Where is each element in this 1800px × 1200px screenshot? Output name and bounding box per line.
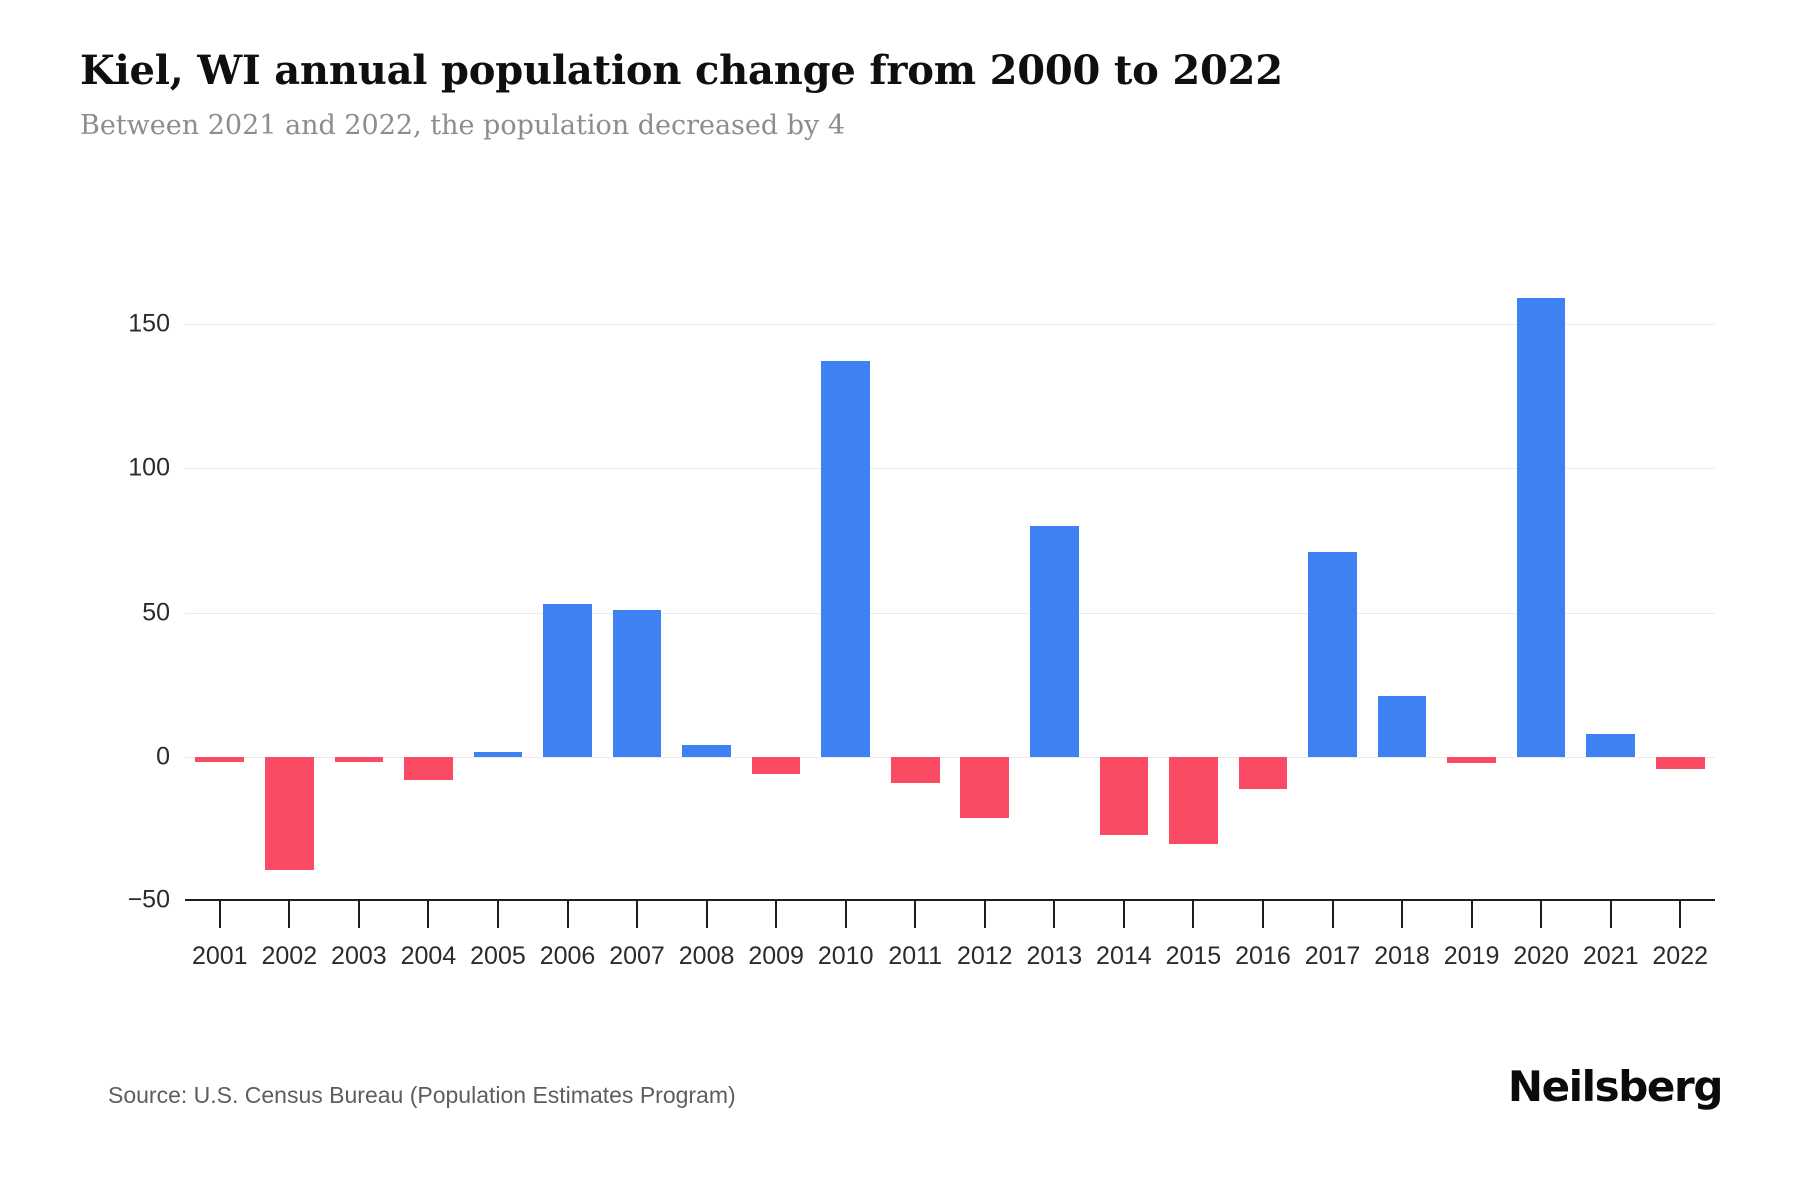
x-tick-label-2016: 2016 xyxy=(1235,942,1291,970)
x-tick xyxy=(1331,900,1334,928)
y-tick-label: 50 xyxy=(142,598,170,627)
x-tick xyxy=(1401,900,1404,928)
bar-2021[interactable] xyxy=(1586,733,1635,757)
gridline xyxy=(185,613,1715,614)
gridlines xyxy=(185,0,1715,1200)
x-tick xyxy=(983,900,986,928)
bar-2004[interactable] xyxy=(404,757,453,781)
x-tick-label-2001: 2001 xyxy=(191,942,248,970)
x-tick xyxy=(705,900,708,928)
x-tick-label-2020: 2020 xyxy=(1513,942,1569,970)
x-tick xyxy=(357,900,360,928)
x-tick-label-2010: 2010 xyxy=(817,942,874,970)
x-tick xyxy=(1470,900,1473,928)
gridline xyxy=(185,324,1715,325)
x-axis-line xyxy=(185,899,1715,901)
x-tick-label-2009: 2009 xyxy=(748,942,804,970)
bar-2003[interactable] xyxy=(334,757,384,762)
x-tick-label-2011: 2011 xyxy=(888,942,943,970)
x-tick xyxy=(1679,900,1682,928)
x-tick-label-2017: 2017 xyxy=(1304,942,1361,970)
x-tick-label-2003: 2003 xyxy=(331,942,387,970)
bar-2008[interactable] xyxy=(682,745,731,757)
bar-2020[interactable] xyxy=(1516,297,1566,757)
bar-2016[interactable] xyxy=(1238,757,1288,789)
brand-logo: Neilsberg xyxy=(1507,1062,1724,1111)
x-tick xyxy=(1053,900,1056,928)
bar-2010[interactable] xyxy=(821,361,870,757)
x-tick-label-2007: 2007 xyxy=(609,942,665,970)
bar-2002[interactable] xyxy=(264,757,314,870)
page-title: Kiel, WI annual population change from 2… xyxy=(80,47,1283,94)
x-tick-label-2014: 2014 xyxy=(1096,942,1152,970)
bar-2012[interactable] xyxy=(960,757,1010,818)
source-note: Source: U.S. Census Bureau (Population E… xyxy=(108,1082,736,1108)
x-tick-label-2018: 2018 xyxy=(1374,942,1430,970)
x-tick xyxy=(775,900,778,928)
bar-2009[interactable] xyxy=(751,757,801,775)
bar-2001[interactable] xyxy=(195,757,245,762)
x-tick-label-2005: 2005 xyxy=(470,942,526,970)
x-tick xyxy=(496,900,499,928)
bar-series xyxy=(185,0,1715,1200)
x-tick-label-2006: 2006 xyxy=(539,942,596,970)
bar-2015[interactable] xyxy=(1169,757,1218,844)
y-tick-label: 150 xyxy=(128,309,170,338)
bar-2017[interactable] xyxy=(1308,552,1357,757)
x-tick-label-2008: 2008 xyxy=(678,942,735,970)
x-tick xyxy=(844,900,847,928)
bar-2014[interactable] xyxy=(1099,757,1149,835)
x-tick xyxy=(1192,900,1195,928)
y-tick-label: −50 xyxy=(127,885,170,914)
bar-2013[interactable] xyxy=(1029,526,1079,757)
x-tick xyxy=(636,900,639,928)
x-tick-label-2022: 2022 xyxy=(1652,942,1709,970)
y-tick-label: 0 xyxy=(156,742,170,771)
bar-2022[interactable] xyxy=(1655,757,1705,769)
x-tick-label-2015: 2015 xyxy=(1165,942,1222,970)
x-tick xyxy=(288,900,291,928)
x-tick-label-2021: 2021 xyxy=(1582,942,1639,970)
chart-header: Kiel, WI annual population change from 2… xyxy=(80,48,1720,142)
bar-2018[interactable] xyxy=(1377,696,1427,757)
x-tick xyxy=(427,900,430,928)
bar-2007[interactable] xyxy=(612,609,662,757)
y-axis: −50 0 50 100 150 xyxy=(0,0,170,1200)
x-tick xyxy=(1261,900,1264,928)
gridline xyxy=(185,468,1715,469)
x-tick xyxy=(566,900,569,928)
x-axis: 2001 2002 2003 2004 2005 2006 2007 2008 2009 2010… xyxy=(185,0,1715,1200)
x-tick xyxy=(218,900,221,928)
x-tick xyxy=(1540,900,1543,928)
bar-2019[interactable] xyxy=(1447,757,1496,763)
bar-2011[interactable] xyxy=(890,757,940,783)
bar-2005[interactable] xyxy=(473,752,523,757)
x-tick xyxy=(1122,900,1125,928)
y-tick-label: 100 xyxy=(128,453,170,482)
gridline xyxy=(185,757,1715,758)
x-tick-label-2013: 2013 xyxy=(1026,942,1083,970)
bar-2006[interactable] xyxy=(543,603,592,757)
x-tick xyxy=(914,900,917,928)
x-tick-label-2004: 2004 xyxy=(400,942,457,970)
x-tick xyxy=(1609,900,1612,928)
x-tick-label-2002: 2002 xyxy=(261,942,318,970)
x-tick-label-2019: 2019 xyxy=(1443,942,1500,970)
chart-subtitle: Between 2021 and 2022, the population de… xyxy=(80,110,846,141)
x-tick-label-2012: 2012 xyxy=(956,942,1013,970)
